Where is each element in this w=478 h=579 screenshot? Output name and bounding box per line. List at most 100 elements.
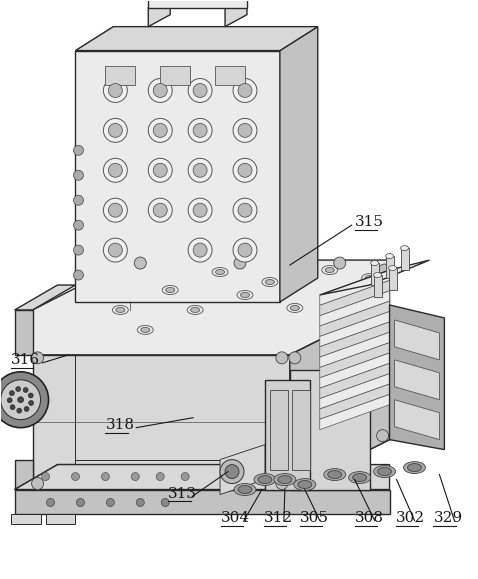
- Circle shape: [74, 220, 84, 230]
- Polygon shape: [389, 268, 397, 290]
- Text: 305: 305: [300, 511, 329, 526]
- Polygon shape: [320, 312, 390, 347]
- Polygon shape: [320, 343, 390, 378]
- Ellipse shape: [191, 307, 200, 313]
- Circle shape: [23, 387, 28, 393]
- Polygon shape: [15, 464, 76, 489]
- Circle shape: [0, 380, 41, 420]
- Ellipse shape: [298, 481, 312, 489]
- Circle shape: [46, 499, 54, 507]
- Polygon shape: [320, 384, 390, 419]
- Circle shape: [0, 372, 49, 428]
- Circle shape: [29, 401, 33, 405]
- Circle shape: [233, 238, 257, 262]
- Circle shape: [225, 464, 239, 479]
- Circle shape: [148, 198, 172, 222]
- Text: 312: 312: [264, 511, 293, 526]
- Circle shape: [289, 352, 301, 364]
- Ellipse shape: [322, 266, 338, 274]
- Ellipse shape: [116, 307, 125, 313]
- Circle shape: [74, 270, 84, 280]
- Ellipse shape: [187, 306, 203, 314]
- Polygon shape: [11, 515, 41, 525]
- Ellipse shape: [112, 306, 128, 314]
- Ellipse shape: [348, 471, 370, 483]
- Circle shape: [109, 83, 122, 97]
- Circle shape: [276, 478, 288, 489]
- Polygon shape: [15, 285, 76, 310]
- Polygon shape: [220, 445, 265, 494]
- Bar: [215, 65, 245, 86]
- Polygon shape: [320, 332, 390, 368]
- Polygon shape: [394, 320, 439, 360]
- Circle shape: [107, 499, 114, 507]
- Ellipse shape: [374, 273, 381, 277]
- Circle shape: [10, 391, 14, 395]
- Polygon shape: [320, 260, 429, 295]
- Circle shape: [238, 243, 252, 257]
- Circle shape: [233, 119, 257, 142]
- Polygon shape: [320, 291, 390, 326]
- Circle shape: [24, 406, 29, 412]
- Circle shape: [17, 408, 22, 413]
- Circle shape: [28, 393, 33, 398]
- Polygon shape: [320, 353, 390, 389]
- Circle shape: [103, 198, 127, 222]
- Ellipse shape: [325, 267, 334, 273]
- Ellipse shape: [137, 325, 153, 335]
- Polygon shape: [320, 373, 390, 409]
- Polygon shape: [33, 355, 290, 489]
- Circle shape: [334, 257, 346, 269]
- Circle shape: [188, 79, 212, 102]
- Circle shape: [193, 83, 207, 97]
- Ellipse shape: [287, 303, 303, 313]
- Circle shape: [379, 264, 391, 276]
- Circle shape: [233, 79, 257, 102]
- Polygon shape: [290, 370, 369, 489]
- Circle shape: [156, 472, 164, 481]
- Polygon shape: [76, 27, 318, 50]
- Circle shape: [74, 245, 84, 255]
- Bar: [160, 65, 190, 86]
- Circle shape: [10, 405, 15, 410]
- Ellipse shape: [166, 288, 174, 292]
- Text: 315: 315: [355, 215, 384, 229]
- Ellipse shape: [328, 471, 342, 479]
- Circle shape: [233, 198, 257, 222]
- Circle shape: [131, 472, 139, 481]
- Ellipse shape: [141, 327, 150, 332]
- Ellipse shape: [378, 468, 391, 475]
- Ellipse shape: [262, 277, 278, 287]
- Ellipse shape: [212, 267, 228, 277]
- Circle shape: [153, 123, 167, 137]
- Circle shape: [74, 145, 84, 155]
- Ellipse shape: [234, 483, 256, 496]
- Circle shape: [377, 430, 389, 442]
- Ellipse shape: [389, 266, 397, 270]
- Polygon shape: [290, 305, 390, 489]
- Ellipse shape: [386, 254, 393, 259]
- Ellipse shape: [362, 273, 378, 283]
- Circle shape: [103, 79, 127, 102]
- Ellipse shape: [401, 245, 409, 251]
- Circle shape: [103, 119, 127, 142]
- Circle shape: [233, 158, 257, 182]
- Circle shape: [16, 387, 21, 391]
- Circle shape: [32, 352, 43, 364]
- Ellipse shape: [237, 291, 253, 299]
- Ellipse shape: [365, 276, 374, 280]
- Circle shape: [148, 119, 172, 142]
- Circle shape: [193, 203, 207, 217]
- Circle shape: [148, 79, 172, 102]
- Circle shape: [103, 238, 127, 262]
- Polygon shape: [225, 0, 247, 27]
- Polygon shape: [33, 260, 390, 355]
- Polygon shape: [148, 0, 170, 27]
- Ellipse shape: [162, 285, 178, 295]
- Circle shape: [109, 243, 122, 257]
- Polygon shape: [292, 390, 310, 470]
- Polygon shape: [374, 275, 381, 297]
- Ellipse shape: [403, 461, 425, 474]
- Polygon shape: [280, 27, 318, 302]
- Circle shape: [7, 398, 12, 403]
